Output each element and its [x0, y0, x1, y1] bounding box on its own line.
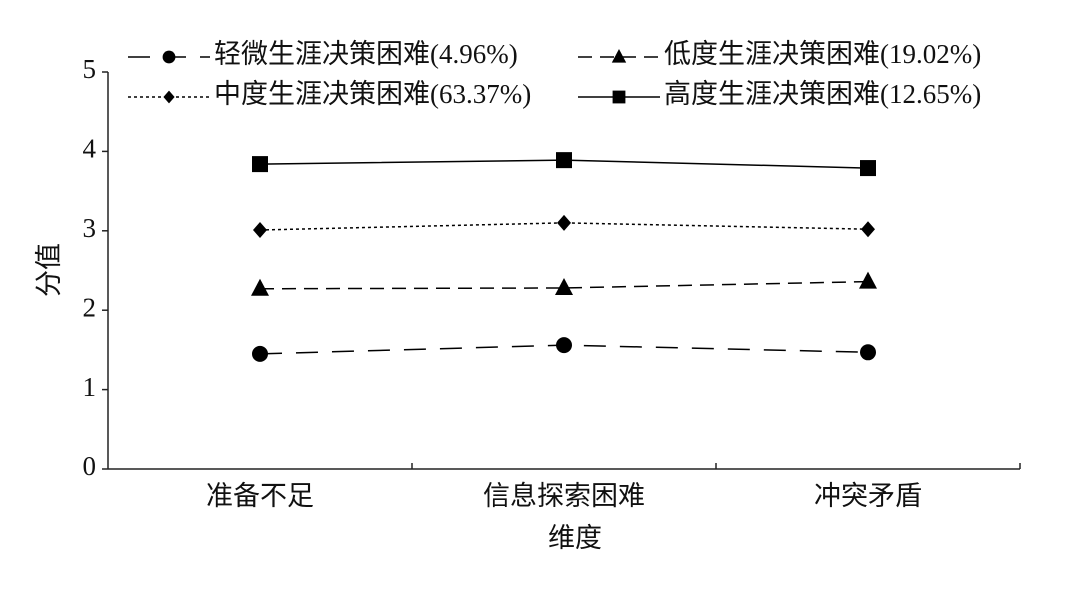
marker — [251, 278, 269, 296]
legend-label: 低度生涯决策困难(19.02%) — [664, 39, 981, 69]
marker — [252, 156, 268, 173]
y-tick-label: 0 — [83, 451, 97, 481]
marker — [163, 90, 175, 104]
y-tick-label: 1 — [83, 372, 97, 402]
y-tick-label: 2 — [83, 292, 97, 322]
marker — [860, 160, 876, 177]
y-tick-label: 3 — [83, 213, 97, 243]
y-tick-label: 4 — [83, 134, 97, 164]
x-tick-label: 冲突矛盾 — [814, 481, 922, 511]
marker — [253, 222, 267, 239]
series-line — [259, 222, 869, 231]
legend-label: 高度生涯决策困难(12.65%) — [664, 79, 981, 109]
series-line — [259, 280, 869, 290]
marker — [556, 337, 572, 354]
marker — [162, 50, 176, 64]
x-tick-label: 准备不足 — [206, 481, 314, 511]
marker — [252, 345, 268, 362]
x-axis-title: 维度 — [548, 523, 602, 553]
y-tick-label: 5 — [83, 54, 97, 84]
marker — [611, 49, 627, 63]
marker — [612, 90, 626, 104]
marker — [555, 277, 573, 295]
marker — [557, 214, 571, 231]
marker — [859, 271, 877, 289]
marker — [556, 152, 572, 169]
y-axis-title: 分值 — [34, 243, 64, 297]
marker — [860, 344, 876, 361]
legend-label: 中度生涯决策困难(63.37%) — [214, 79, 531, 109]
legend-label: 轻微生涯决策困难(4.96%) — [214, 39, 518, 69]
marker — [861, 221, 875, 238]
x-tick-label: 信息探索困难 — [483, 481, 645, 511]
